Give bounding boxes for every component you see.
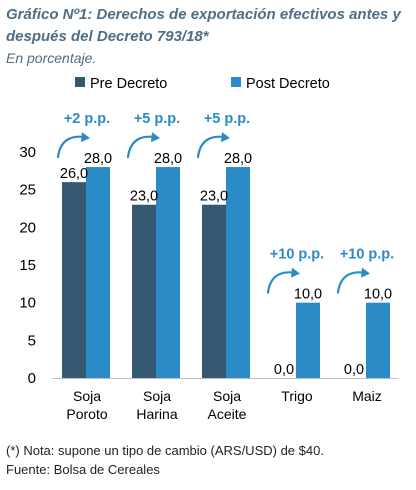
y-tick-label: 30	[19, 144, 36, 161]
y-tick-label: 10	[19, 295, 36, 312]
arrow-head-icon	[221, 132, 230, 143]
bar-pre	[202, 204, 226, 378]
category-label: Maiz	[352, 388, 382, 404]
legend-label-post: Post Decreto	[246, 76, 330, 92]
legend-swatch-pre	[75, 77, 85, 87]
source-note: Fuente: Bolsa de Cereales	[6, 462, 160, 477]
arrow-head-icon	[291, 267, 300, 278]
bar-post	[226, 167, 250, 378]
data-label: 0,0	[344, 362, 364, 378]
category-label: Trigo	[281, 388, 313, 404]
category-label: Harina	[136, 406, 177, 422]
annotation-labels: +2 p.p. +5 p.p. +5 p.p. +10 p.p. +10 p.p.	[64, 111, 394, 263]
y-tick-label: 5	[28, 332, 36, 349]
y-tick-label: 20	[19, 219, 36, 236]
legend-label-pre: Pre Decreto	[90, 76, 167, 92]
bar-pre	[132, 204, 156, 378]
data-label: 23,0	[130, 189, 158, 205]
bar-chart: Pre Decreto Post Decreto 0 5 10 15 20 25 30 26…	[19, 76, 398, 422]
change-annotation: +10 p.p.	[270, 247, 324, 263]
category-label: Poroto	[66, 406, 107, 422]
data-label: 23,0	[200, 189, 228, 205]
arrow-icon	[266, 271, 296, 294]
y-tick-label: 25	[19, 182, 36, 199]
y-axis: 0 5 10 15 20 25 30	[19, 144, 36, 387]
data-label: 10,0	[294, 287, 322, 303]
footnote: (*) Nota: supone un tipo de cambio (ARS/…	[6, 443, 324, 458]
bar-post	[296, 302, 320, 378]
change-annotation: +5 p.p.	[134, 111, 180, 127]
data-label: 28,0	[154, 151, 182, 167]
chart-title: Gráfico Nº1: Derechos de exportación efe…	[6, 6, 401, 45]
arrow-head-icon	[361, 267, 370, 278]
y-tick-label: 15	[19, 257, 36, 274]
legend: Pre Decreto Post Decreto	[75, 76, 330, 92]
y-tick-label: 0	[28, 370, 36, 387]
arrow-icon	[336, 271, 366, 294]
legend-swatch-post	[231, 77, 241, 87]
data-label: 28,0	[84, 151, 112, 167]
data-label: 10,0	[364, 287, 392, 303]
chart-footer: (*) Nota: supone un tipo de cambio (ARS/…	[6, 441, 324, 479]
data-label: 28,0	[224, 151, 252, 167]
data-labels: 26,028,023,028,023,028,00,010,00,010,0	[60, 151, 392, 378]
category-label: Aceite	[208, 406, 247, 422]
bars	[62, 167, 390, 378]
chart-subtitle: En porcentaje.	[6, 50, 97, 66]
arrow-icon	[126, 135, 156, 159]
category-labels: Soja Poroto Soja Harina Soja Aceite Trigo Maiz	[66, 388, 381, 422]
bar-post	[366, 302, 390, 378]
category-label: Soja	[143, 388, 171, 404]
bar-pre	[62, 182, 86, 378]
arrow-icon	[196, 135, 226, 159]
data-label: 26,0	[60, 166, 88, 182]
change-annotation: +10 p.p.	[340, 247, 394, 263]
data-label: 0,0	[274, 362, 294, 378]
bar-post	[156, 167, 180, 378]
category-label: Soja	[73, 388, 101, 404]
category-label: Soja	[213, 388, 241, 404]
change-annotation: +2 p.p.	[64, 111, 110, 127]
arrow-head-icon	[81, 132, 90, 143]
change-annotation: +5 p.p.	[204, 111, 250, 127]
bar-post	[86, 167, 110, 378]
annotation-arrows	[56, 132, 370, 294]
arrow-icon	[56, 135, 86, 159]
arrow-head-icon	[151, 132, 160, 143]
